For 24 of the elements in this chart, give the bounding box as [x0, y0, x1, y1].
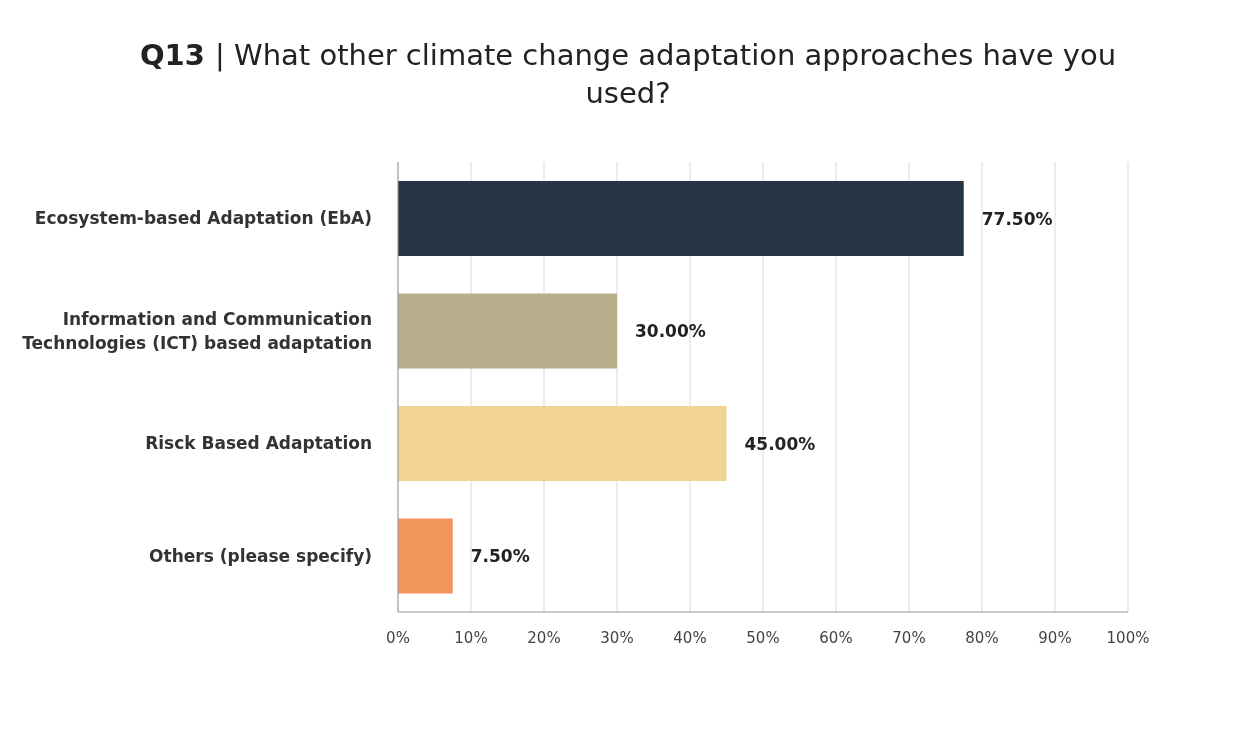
y-tick-label: Others (please specify) — [149, 545, 372, 566]
y-tick-label: Information and Communication Technologies (ICT) based adaptation — [22, 308, 372, 353]
chart-title: Q13 | What other climate change adaptation approaches have you used? — [138, 37, 1118, 112]
x-tick-label: 10% — [454, 628, 488, 647]
bar — [398, 293, 617, 369]
bar — [398, 406, 727, 481]
y-tick-label: Ecosystem-based Adaptation (EbA) — [34, 208, 372, 229]
x-tick-label: 30% — [600, 628, 634, 647]
x-tick-label: 60% — [819, 628, 853, 647]
bar — [398, 181, 964, 256]
bar — [398, 518, 453, 594]
data-label: 77.50% — [981, 208, 1053, 229]
x-tick-label: 90% — [1038, 628, 1072, 647]
x-tick-label: 70% — [892, 628, 926, 647]
x-tick-label: 50% — [746, 628, 780, 647]
x-tick-label: 0% — [386, 628, 410, 647]
x-tick-label: 40% — [673, 628, 707, 647]
y-tick-label: Risck Based Adaptation — [145, 433, 372, 454]
x-tick-label: 80% — [965, 628, 999, 647]
data-label: 45.00% — [744, 433, 816, 454]
x-tick-label: 100% — [1106, 628, 1150, 647]
x-tick-label: 20% — [527, 628, 561, 647]
data-label: 30.00% — [635, 321, 706, 342]
data-label: 7.50% — [470, 546, 530, 567]
